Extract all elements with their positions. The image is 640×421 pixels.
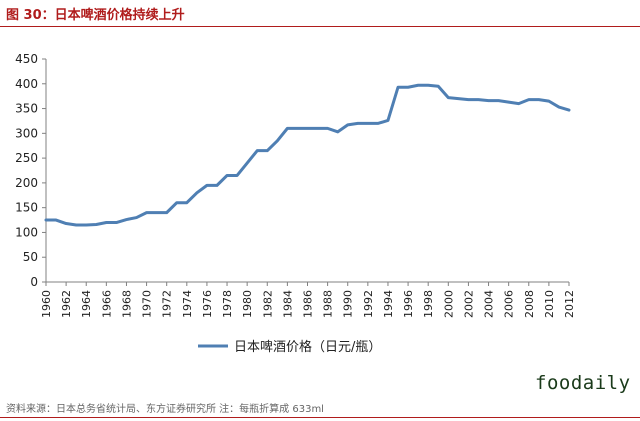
x-tick-label: 1960 [40, 290, 53, 318]
x-tick-label: 1962 [60, 290, 73, 318]
x-tick-label: 2002 [462, 290, 475, 318]
x-tick-label: 1984 [281, 290, 294, 318]
x-tick-label: 1964 [80, 290, 93, 318]
x-tick-label: 1970 [141, 290, 154, 318]
bottom-divider [0, 417, 640, 418]
x-tick-label: 1996 [402, 290, 415, 318]
legend: 日本啤酒价格（日元/瓶） [198, 339, 381, 355]
y-tick-label: 400 [15, 77, 38, 91]
x-tick-label: 1976 [201, 290, 214, 318]
y-tick-label: 200 [15, 176, 38, 190]
legend-label: 日本啤酒价格（日元/瓶） [234, 339, 381, 355]
y-tick-label: 450 [15, 52, 38, 66]
series-line [44, 83, 571, 227]
x-tick-labels: 1960 1962 1964 1966 1968 1970 1972 1974 1976 1978… [40, 282, 576, 318]
source-note: 资料来源：日本总务省统计局、东方证券研究所 注：每瓶折算成 633ml [6, 404, 324, 415]
figure-title: 图 30：日本啤酒价格持续上升 [6, 8, 185, 23]
x-tick-label: 2008 [523, 290, 536, 318]
x-tick-label: 2004 [483, 290, 496, 318]
y-tick-labels: 0 50 100 150 200 250 300 350 400 450 [15, 52, 46, 289]
x-tick-label: 1998 [422, 290, 435, 318]
x-tick-label: 1966 [100, 290, 113, 318]
x-tick-label: 1980 [241, 290, 254, 318]
x-tick-label: 2000 [442, 290, 455, 318]
x-tick-label: 2006 [503, 290, 516, 318]
title-divider [0, 26, 640, 27]
series-lines [44, 83, 571, 227]
x-tick-label: 1994 [382, 290, 395, 318]
y-tick-label: 250 [15, 151, 38, 165]
axes [45, 59, 569, 283]
x-tick-label: 1974 [181, 290, 194, 318]
y-tick-label: 50 [23, 250, 38, 264]
x-tick-label: 1986 [302, 290, 315, 318]
x-tick-label: 1990 [342, 290, 355, 318]
y-tick-label: 150 [15, 201, 38, 215]
foodaily-watermark: foodaily [535, 372, 631, 394]
x-tick-label: 2012 [563, 290, 576, 318]
y-tick-label: 100 [15, 225, 38, 239]
y-tick-label: 0 [30, 275, 38, 289]
x-tick-label: 1978 [221, 290, 234, 318]
y-tick-label: 350 [15, 102, 38, 116]
x-tick-label: 1972 [161, 290, 174, 318]
y-tick-label: 300 [15, 126, 38, 140]
x-tick-label: 1982 [261, 290, 274, 318]
x-tick-label: 1988 [322, 290, 335, 318]
x-tick-label: 1992 [362, 290, 375, 318]
x-tick-label: 1968 [120, 290, 133, 318]
x-tick-label: 2010 [543, 290, 556, 318]
